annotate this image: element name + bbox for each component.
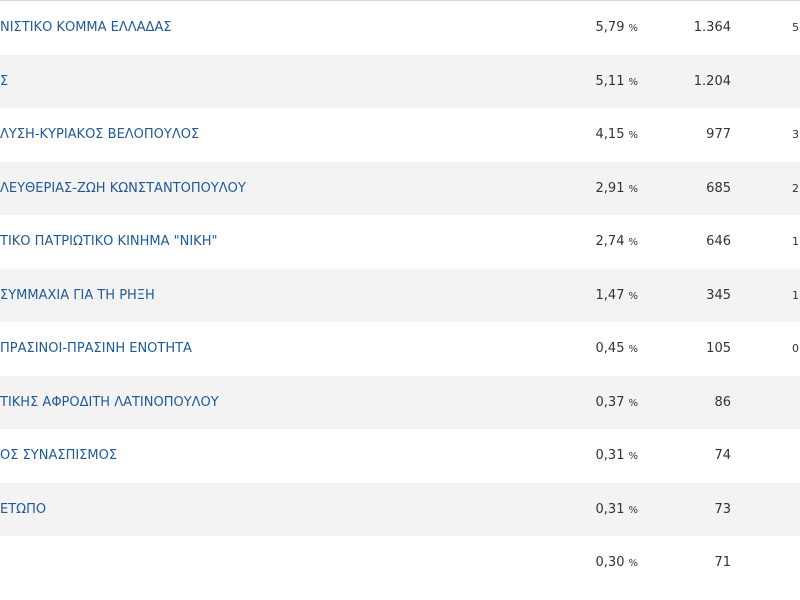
party-name: ΛΥΣΗ-ΚΥΡΙΑΚΟΣ ΒΕΛΟΠΟΥΛΟΣ [0, 127, 200, 142]
percent: 0,45 [595, 341, 625, 356]
seats: 2 [792, 181, 799, 195]
votes: 685 [706, 180, 731, 196]
table-row: 0,30% 71 [0, 536, 800, 590]
percent-cell: 0,31% [596, 483, 638, 538]
percent: 2,74 [595, 234, 625, 249]
party-name: ΤΙΚΟ ΠΑΤΡΙΩΤΙΚΟ ΚΙΝΗΜΑ "ΝΙΚΗ" [0, 234, 218, 249]
seats: 1 [792, 288, 799, 302]
percent-cell: 0,37% [596, 376, 638, 431]
votes: 1.204 [693, 73, 731, 89]
votes: 74 [714, 448, 731, 463]
percent-cell: 0,30% [596, 536, 638, 591]
votes: 73 [714, 501, 731, 517]
percent-unit: % [628, 130, 638, 141]
table-row: ΕΤΩΠΟ 0,31% 73 [0, 482, 800, 538]
percent: 5,79 [595, 20, 625, 35]
table-row: Σ 5,11% 1.204 [0, 54, 800, 110]
table-row: ΤΙΚΟ ΠΑΤΡΙΩΤΙΚΟ ΚΙΝΗΜΑ "ΝΙΚΗ" 2,74% 646 1 [0, 215, 800, 269]
party-name: ΠΡΑΣΙΝΟΙ-ΠΡΑΣΙΝΗ ΕΝΟΤΗΤΑ [0, 341, 192, 356]
percent-cell: 2,74% [596, 215, 638, 270]
party-name: ΕΤΩΠΟ [0, 501, 47, 517]
percent-cell: 0,45% [596, 322, 638, 377]
party-name: ΝΙΣΤΙΚΟ ΚΟΜΜΑ ΕΛΛΑΔΑΣ [0, 20, 172, 35]
party-name: ΛΕΥΘΕΡΙΑΣ-ΖΩΗ ΚΩΝΣΤΑΝΤΟΠΟΥΛΟΥ [0, 180, 246, 196]
table-row: ΟΣ ΣΥΝΑΣΠΙΣΜΟΣ 0,31% 74 [0, 429, 800, 483]
percent-unit: % [628, 237, 638, 248]
seats: 0 [792, 342, 799, 355]
seats: 1 [792, 235, 799, 248]
percent: 0,30 [595, 555, 625, 570]
party-name: ΣΥΜΜΑΧΙΑ ΓΙΑ ΤΗ ΡΗΞΗ [0, 287, 155, 303]
party-name: Σ [0, 73, 9, 89]
party-name: ΟΣ ΣΥΝΑΣΠΙΣΜΟΣ [0, 448, 118, 463]
table-row: ΠΡΑΣΙΝΟΙ-ΠΡΑΣΙΝΗ ΕΝΟΤΗΤΑ 0,45% 105 0 [0, 322, 800, 376]
percent: 4,15 [595, 127, 625, 142]
percent-unit: % [628, 290, 638, 302]
percent-cell: 5,79% [596, 1, 638, 56]
percent-unit: % [628, 558, 638, 569]
percent-cell: 0,31% [596, 429, 638, 484]
percent-unit: % [628, 183, 638, 195]
table-row: ΛΕΥΘΕΡΙΑΣ-ΖΩΗ ΚΩΝΣΤΑΝΤΟΠΟΥΛΟΥ 2,91% 685 2 [0, 161, 800, 217]
votes: 105 [706, 341, 731, 356]
table-row: ΣΥΜΜΑΧΙΑ ΓΙΑ ΤΗ ΡΗΞΗ 1,47% 345 1 [0, 268, 800, 324]
percent-cell: 5,11% [596, 55, 638, 110]
seats: 5 [792, 21, 799, 34]
percent: 1,47 [595, 287, 625, 303]
table-row: ΤΙΚΗΣ ΑΦΡΟΔΙΤΗ ΛΑΤΙΝΟΠΟΥΛΟΥ 0,37% 86 [0, 375, 800, 431]
percent-unit: % [628, 23, 638, 34]
percent-unit: % [628, 76, 638, 88]
votes: 71 [714, 555, 731, 570]
votes: 646 [706, 234, 731, 249]
percent-cell: 1,47% [596, 269, 638, 324]
percent-unit: % [628, 504, 638, 516]
seats: 3 [792, 128, 799, 141]
percent-unit: % [628, 397, 638, 409]
percent: 0,31 [595, 448, 625, 463]
percent-cell: 4,15% [596, 108, 638, 163]
percent: 0,31 [595, 501, 625, 517]
percent-unit: % [628, 344, 638, 355]
votes: 86 [714, 394, 731, 410]
percent: 0,37 [595, 394, 625, 410]
percent-cell: 2,91% [596, 162, 638, 217]
percent: 5,11 [595, 73, 625, 89]
votes: 977 [706, 127, 731, 142]
percent-unit: % [628, 451, 638, 462]
party-name: ΤΙΚΗΣ ΑΦΡΟΔΙΤΗ ΛΑΤΙΝΟΠΟΥΛΟΥ [0, 394, 219, 410]
votes: 1.364 [693, 20, 731, 35]
percent: 2,91 [595, 180, 625, 196]
votes: 345 [706, 287, 731, 303]
table-row: ΛΥΣΗ-ΚΥΡΙΑΚΟΣ ΒΕΛΟΠΟΥΛΟΣ 4,15% 977 3 [0, 108, 800, 162]
table-row: ΝΙΣΤΙΚΟ ΚΟΜΜΑ ΕΛΛΑΔΑΣ 5,79% 1.364 5 [0, 1, 800, 55]
